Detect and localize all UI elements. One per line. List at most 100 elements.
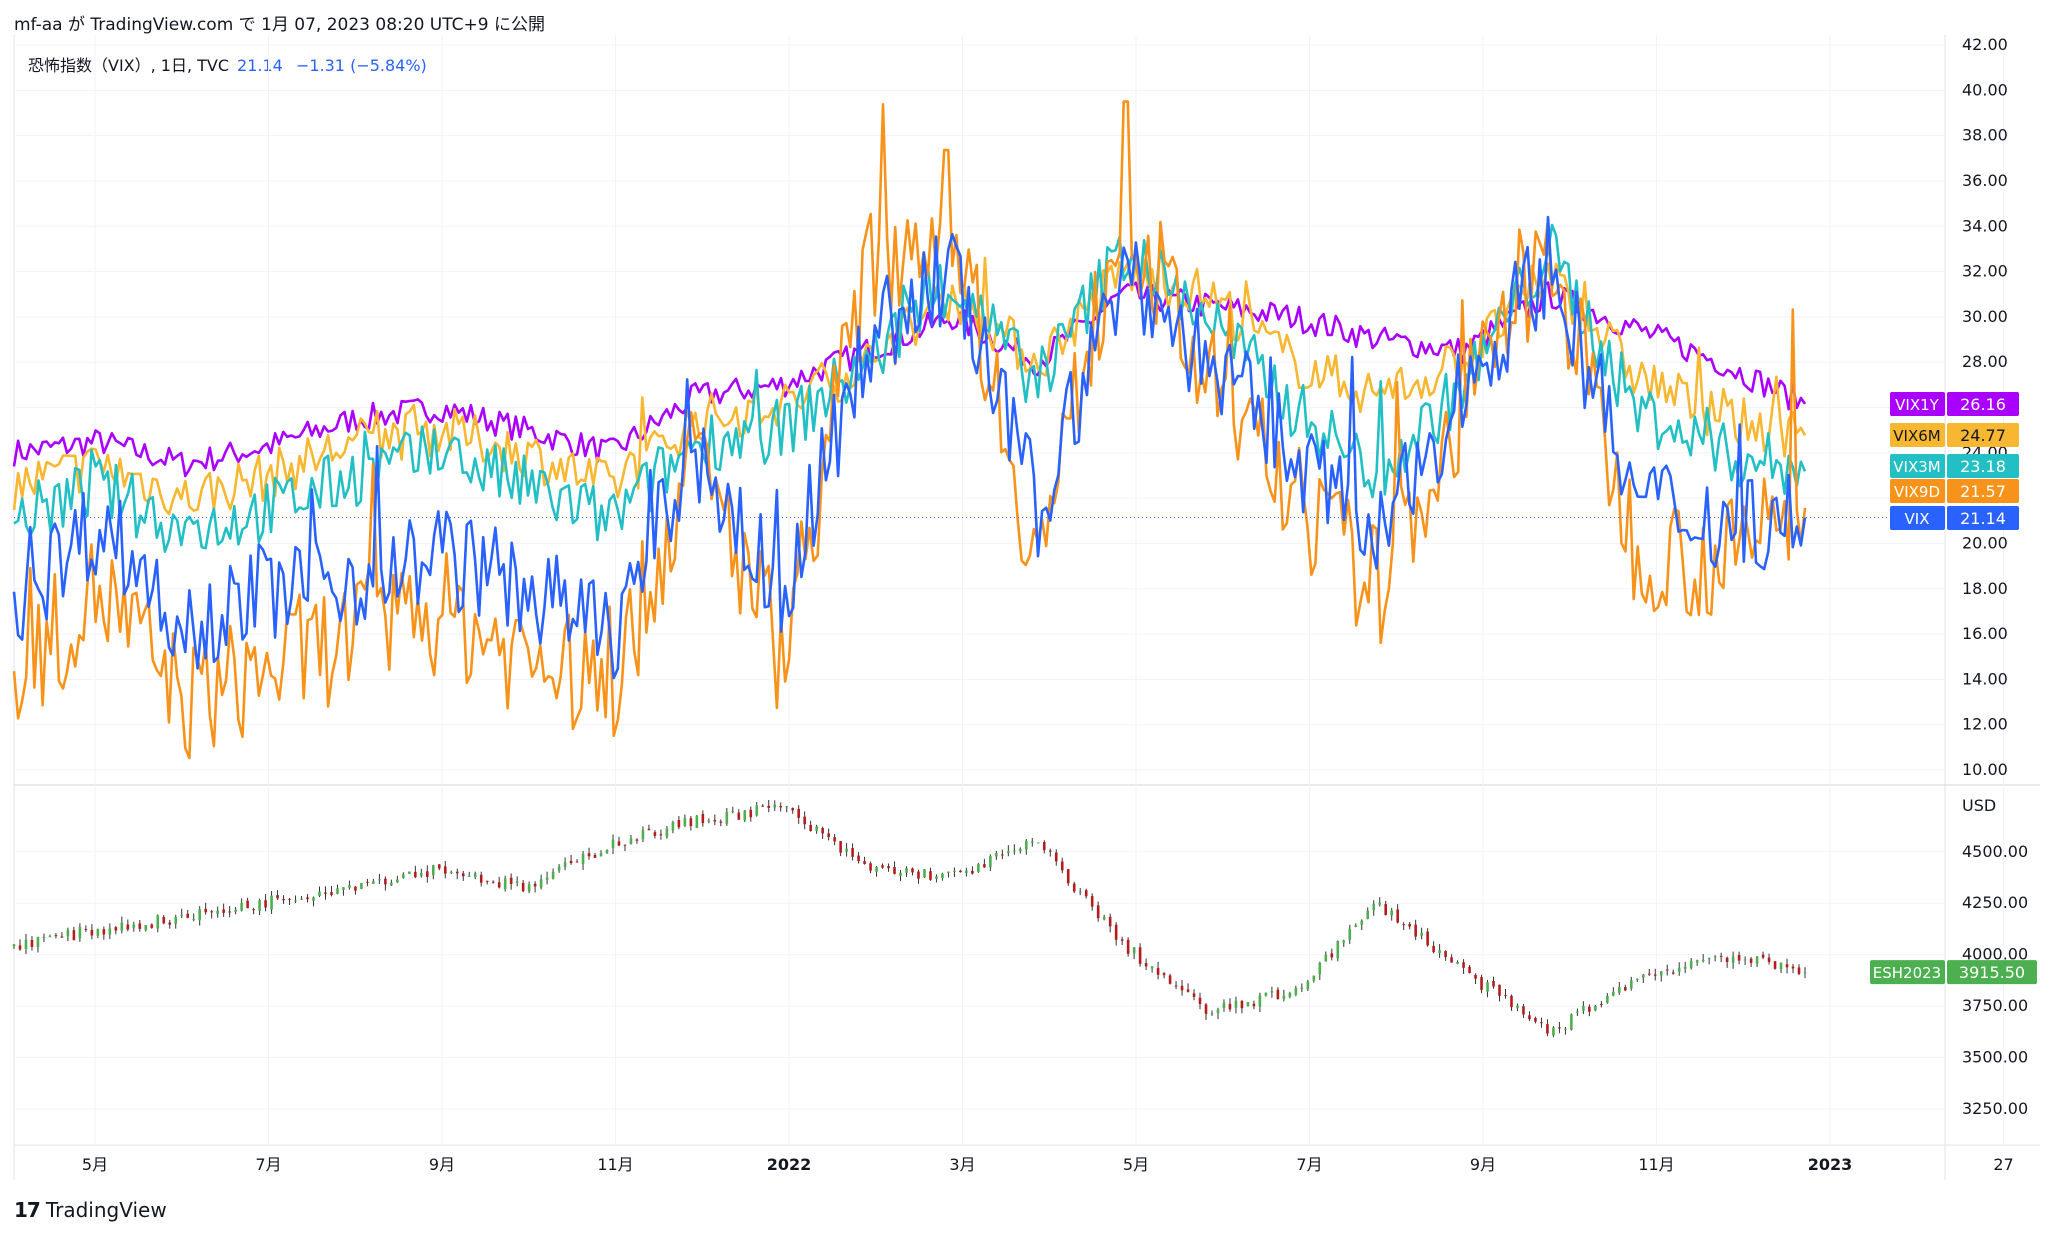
es-candle-body bbox=[138, 923, 142, 929]
es-candle-body bbox=[174, 917, 178, 924]
es-candle-body bbox=[1468, 966, 1471, 974]
series-tag-value: 21.57 bbox=[1960, 482, 2006, 501]
es-candle-body bbox=[372, 881, 375, 884]
y-tick-label: 14.00 bbox=[1962, 669, 2008, 688]
es-candle-body bbox=[1078, 891, 1082, 893]
es-candle-body bbox=[581, 853, 585, 865]
es-candle-body bbox=[1066, 869, 1070, 884]
es-candle-body bbox=[306, 897, 309, 900]
es-candle-body bbox=[1318, 962, 1322, 975]
es-candle-body bbox=[252, 909, 255, 911]
series-tag-vix6m: VIX6M 24.77 bbox=[1890, 423, 2019, 447]
es-candle-body bbox=[1174, 985, 1178, 987]
es-candle-body bbox=[36, 936, 40, 948]
es-candle-body bbox=[1007, 851, 1010, 854]
es-candle-body bbox=[390, 882, 393, 886]
es-candle-body bbox=[1019, 848, 1022, 852]
es-candle-body bbox=[977, 863, 980, 872]
es-candle-body bbox=[1402, 924, 1405, 926]
es-candle-body bbox=[1528, 1015, 1531, 1020]
es-candle-body bbox=[599, 853, 603, 857]
es-y-tick-label: 4000.00 bbox=[1962, 945, 2028, 964]
es-candle-body bbox=[1785, 964, 1789, 968]
es-candle-body bbox=[995, 852, 998, 857]
series-line-vix9d bbox=[12, 100, 1807, 760]
es-candle-body bbox=[1695, 960, 1699, 963]
es-candle-body bbox=[1264, 992, 1268, 996]
es-candle-body bbox=[1755, 956, 1759, 964]
es-candle-body bbox=[1270, 991, 1274, 993]
series-tag-vix3m: VIX3M 23.18 bbox=[1890, 454, 2019, 478]
es-candle-body bbox=[1492, 980, 1495, 987]
es-candle-body bbox=[1749, 958, 1753, 963]
es-candle-body bbox=[1486, 982, 1489, 992]
series-tag-value-bg bbox=[1947, 392, 2019, 416]
es-candle-body bbox=[863, 861, 866, 864]
x-tick-label: 11月 bbox=[1638, 1155, 1674, 1174]
es-candle-body bbox=[437, 864, 441, 869]
es-candle-body bbox=[533, 883, 537, 887]
es-candle-body bbox=[497, 882, 501, 888]
es-candle-body bbox=[941, 873, 944, 879]
es-candle-body bbox=[1276, 989, 1280, 1000]
es-candle-body bbox=[953, 870, 956, 872]
es-candle-body bbox=[108, 928, 112, 935]
es-candle-body bbox=[360, 883, 363, 889]
es-candle-body bbox=[1001, 854, 1004, 856]
es-candle-body bbox=[827, 833, 830, 838]
es-candle-body bbox=[851, 847, 854, 857]
es-candle-body bbox=[1390, 910, 1393, 916]
es-candle-body bbox=[1767, 957, 1771, 962]
es-candle-body bbox=[1048, 850, 1052, 852]
series-tag-name-bg bbox=[1890, 506, 1945, 530]
x-tick-label: 5月 bbox=[82, 1155, 108, 1174]
es-candle-body bbox=[330, 892, 333, 896]
x-tick-label: 27 bbox=[1993, 1155, 2013, 1174]
es-candle-body bbox=[797, 808, 800, 818]
es-candle-body bbox=[1689, 960, 1693, 969]
es-candle-body bbox=[479, 874, 483, 883]
series-tag-vix9d: VIX9D 21.57 bbox=[1890, 479, 2019, 503]
es-candle-body bbox=[1198, 997, 1202, 1005]
es-candle-body bbox=[1126, 939, 1130, 954]
es-candle-body bbox=[66, 929, 70, 937]
es-candle-body bbox=[144, 925, 148, 930]
es-candle-body bbox=[1210, 1013, 1214, 1015]
es-candle-body bbox=[1665, 969, 1669, 971]
tradingview-logo-icon: 𝟭𝟳 bbox=[14, 1198, 41, 1222]
es-candle-body bbox=[1114, 924, 1118, 940]
es-candle-body bbox=[1036, 842, 1040, 844]
es-candle-body bbox=[1162, 973, 1166, 976]
legend-title: 恐怖指数（VIX）, 1日, TVC bbox=[28, 56, 230, 75]
es-candle-body bbox=[695, 815, 699, 828]
es-candle-body bbox=[1252, 1003, 1256, 1007]
es-candle-body bbox=[611, 839, 615, 849]
es-candle-body bbox=[234, 909, 237, 912]
es-candle-body bbox=[1354, 925, 1358, 928]
es-candle-body bbox=[989, 856, 992, 868]
y-tick-label: 30.00 bbox=[1962, 307, 2008, 326]
es-candle-body bbox=[1677, 967, 1681, 972]
es-candle-body bbox=[1054, 852, 1058, 862]
es-candle-body bbox=[755, 805, 759, 816]
es-candle-body bbox=[1576, 1011, 1579, 1013]
series-line-vix3m bbox=[13, 223, 1807, 553]
es-candle-body bbox=[264, 900, 267, 908]
es-candle-body bbox=[1120, 939, 1124, 941]
es-candle-body bbox=[449, 872, 453, 874]
es-candle-body bbox=[312, 897, 315, 901]
y-tick-label: 36.00 bbox=[1962, 171, 2008, 190]
es-candle-body bbox=[791, 808, 794, 811]
footer: 𝟭𝟳 TradingView bbox=[14, 1198, 167, 1222]
es-candle-body bbox=[659, 834, 663, 836]
es-candle-body bbox=[737, 812, 741, 820]
y-tick-label: 42.00 bbox=[1962, 35, 2008, 54]
es-y-tick-label: 4250.00 bbox=[1962, 893, 2028, 912]
es-y-tick-label: 3500.00 bbox=[1962, 1048, 2028, 1067]
es-candle-body bbox=[294, 900, 297, 902]
es-candle-body bbox=[677, 819, 681, 828]
es-candle-body bbox=[276, 895, 279, 899]
series-tag-name-bg bbox=[1870, 960, 1945, 985]
es-candle-body bbox=[623, 844, 627, 846]
